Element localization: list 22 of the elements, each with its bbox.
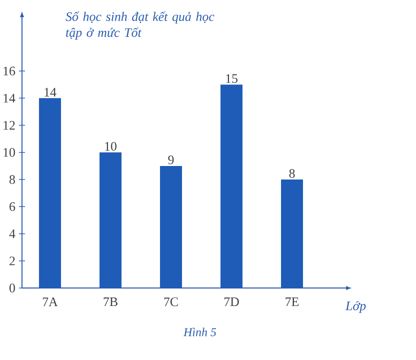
text: Hình 5: [183, 328, 216, 336]
x-tick-label: 7A: [42, 298, 58, 306]
data-label: 14: [44, 88, 56, 96]
x-tick-label: 7D: [224, 298, 239, 306]
y-axis-title: Số học sinh đạt kết quả học tập ở mức Tốt: [66, 12, 214, 40]
x-tick-label: 7C: [164, 298, 178, 306]
data-label: 15: [226, 74, 238, 83]
y-tick-label: 10: [4, 148, 15, 157]
data-label: 8: [289, 169, 295, 178]
y-tick-label: 6: [10, 202, 16, 211]
y-tick-label: 16: [4, 66, 16, 76]
x-tick-label: 7E: [286, 298, 299, 306]
y-tick-label: 8: [9, 175, 15, 184]
y-tick-label: 2: [10, 256, 15, 266]
x-axis-title: Lớp: [345, 301, 366, 313]
data-label: 10: [105, 142, 116, 151]
y-tick-label: 0: [9, 284, 15, 292]
data-label: 9: [168, 156, 174, 164]
y-tick-label: 4: [9, 229, 16, 238]
y-tick-label: 14: [4, 94, 16, 102]
x-tick-label: 7B: [104, 298, 118, 306]
y-tick-label: 12: [4, 120, 15, 130]
